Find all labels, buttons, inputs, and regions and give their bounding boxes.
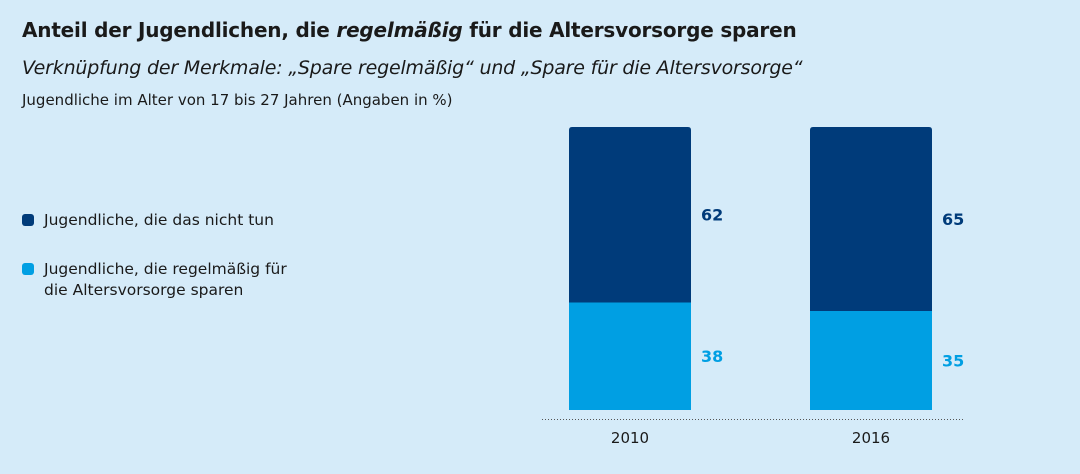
chart-title-emphasis: regelmäßig bbox=[336, 18, 463, 42]
legend-item-not-saving: Jugendliche, die das nicht tun bbox=[22, 210, 314, 231]
chart-subtitle: Verknüpfung der Merkmale: „Spare regelmä… bbox=[22, 57, 803, 79]
data-label-2016-series-0: 35 bbox=[942, 351, 964, 370]
data-label-2016-series-1: 65 bbox=[942, 210, 964, 229]
legend-label-not-saving: Jugendliche, die das nicht tun bbox=[44, 211, 274, 229]
legend-swatch-dark bbox=[22, 214, 34, 226]
chart-title: Anteil der Jugendlichen, die regelmäßig … bbox=[22, 18, 797, 42]
legend-item-saving: Jugendliche, die regelmäßig für die Alte… bbox=[22, 259, 314, 301]
bar-2010-series-0 bbox=[569, 302, 691, 410]
x-tick-label-2010: 2010 bbox=[611, 429, 649, 447]
x-tick-label-2016: 2016 bbox=[852, 429, 890, 447]
chart-title-suffix: für die Altersvorsorge sparen bbox=[462, 18, 797, 42]
chart-caption: Jugendliche im Alter von 17 bis 27 Jahre… bbox=[22, 91, 453, 109]
data-label-2010-series-1: 62 bbox=[701, 206, 723, 225]
data-label-2010-series-0: 38 bbox=[701, 347, 723, 366]
legend-label-saving: Jugendliche, die regelmäßig für die Alte… bbox=[44, 260, 287, 299]
legend-swatch-light bbox=[22, 263, 34, 275]
chart-title-prefix: Anteil der Jugendlichen, die bbox=[22, 18, 337, 42]
chart-legend: Jugendliche, die das nicht tun Jugendlic… bbox=[22, 210, 314, 301]
bar-2016-series-1 bbox=[810, 127, 932, 311]
bar-2016-series-0 bbox=[810, 310, 932, 410]
bar-2010-series-1 bbox=[569, 127, 691, 303]
